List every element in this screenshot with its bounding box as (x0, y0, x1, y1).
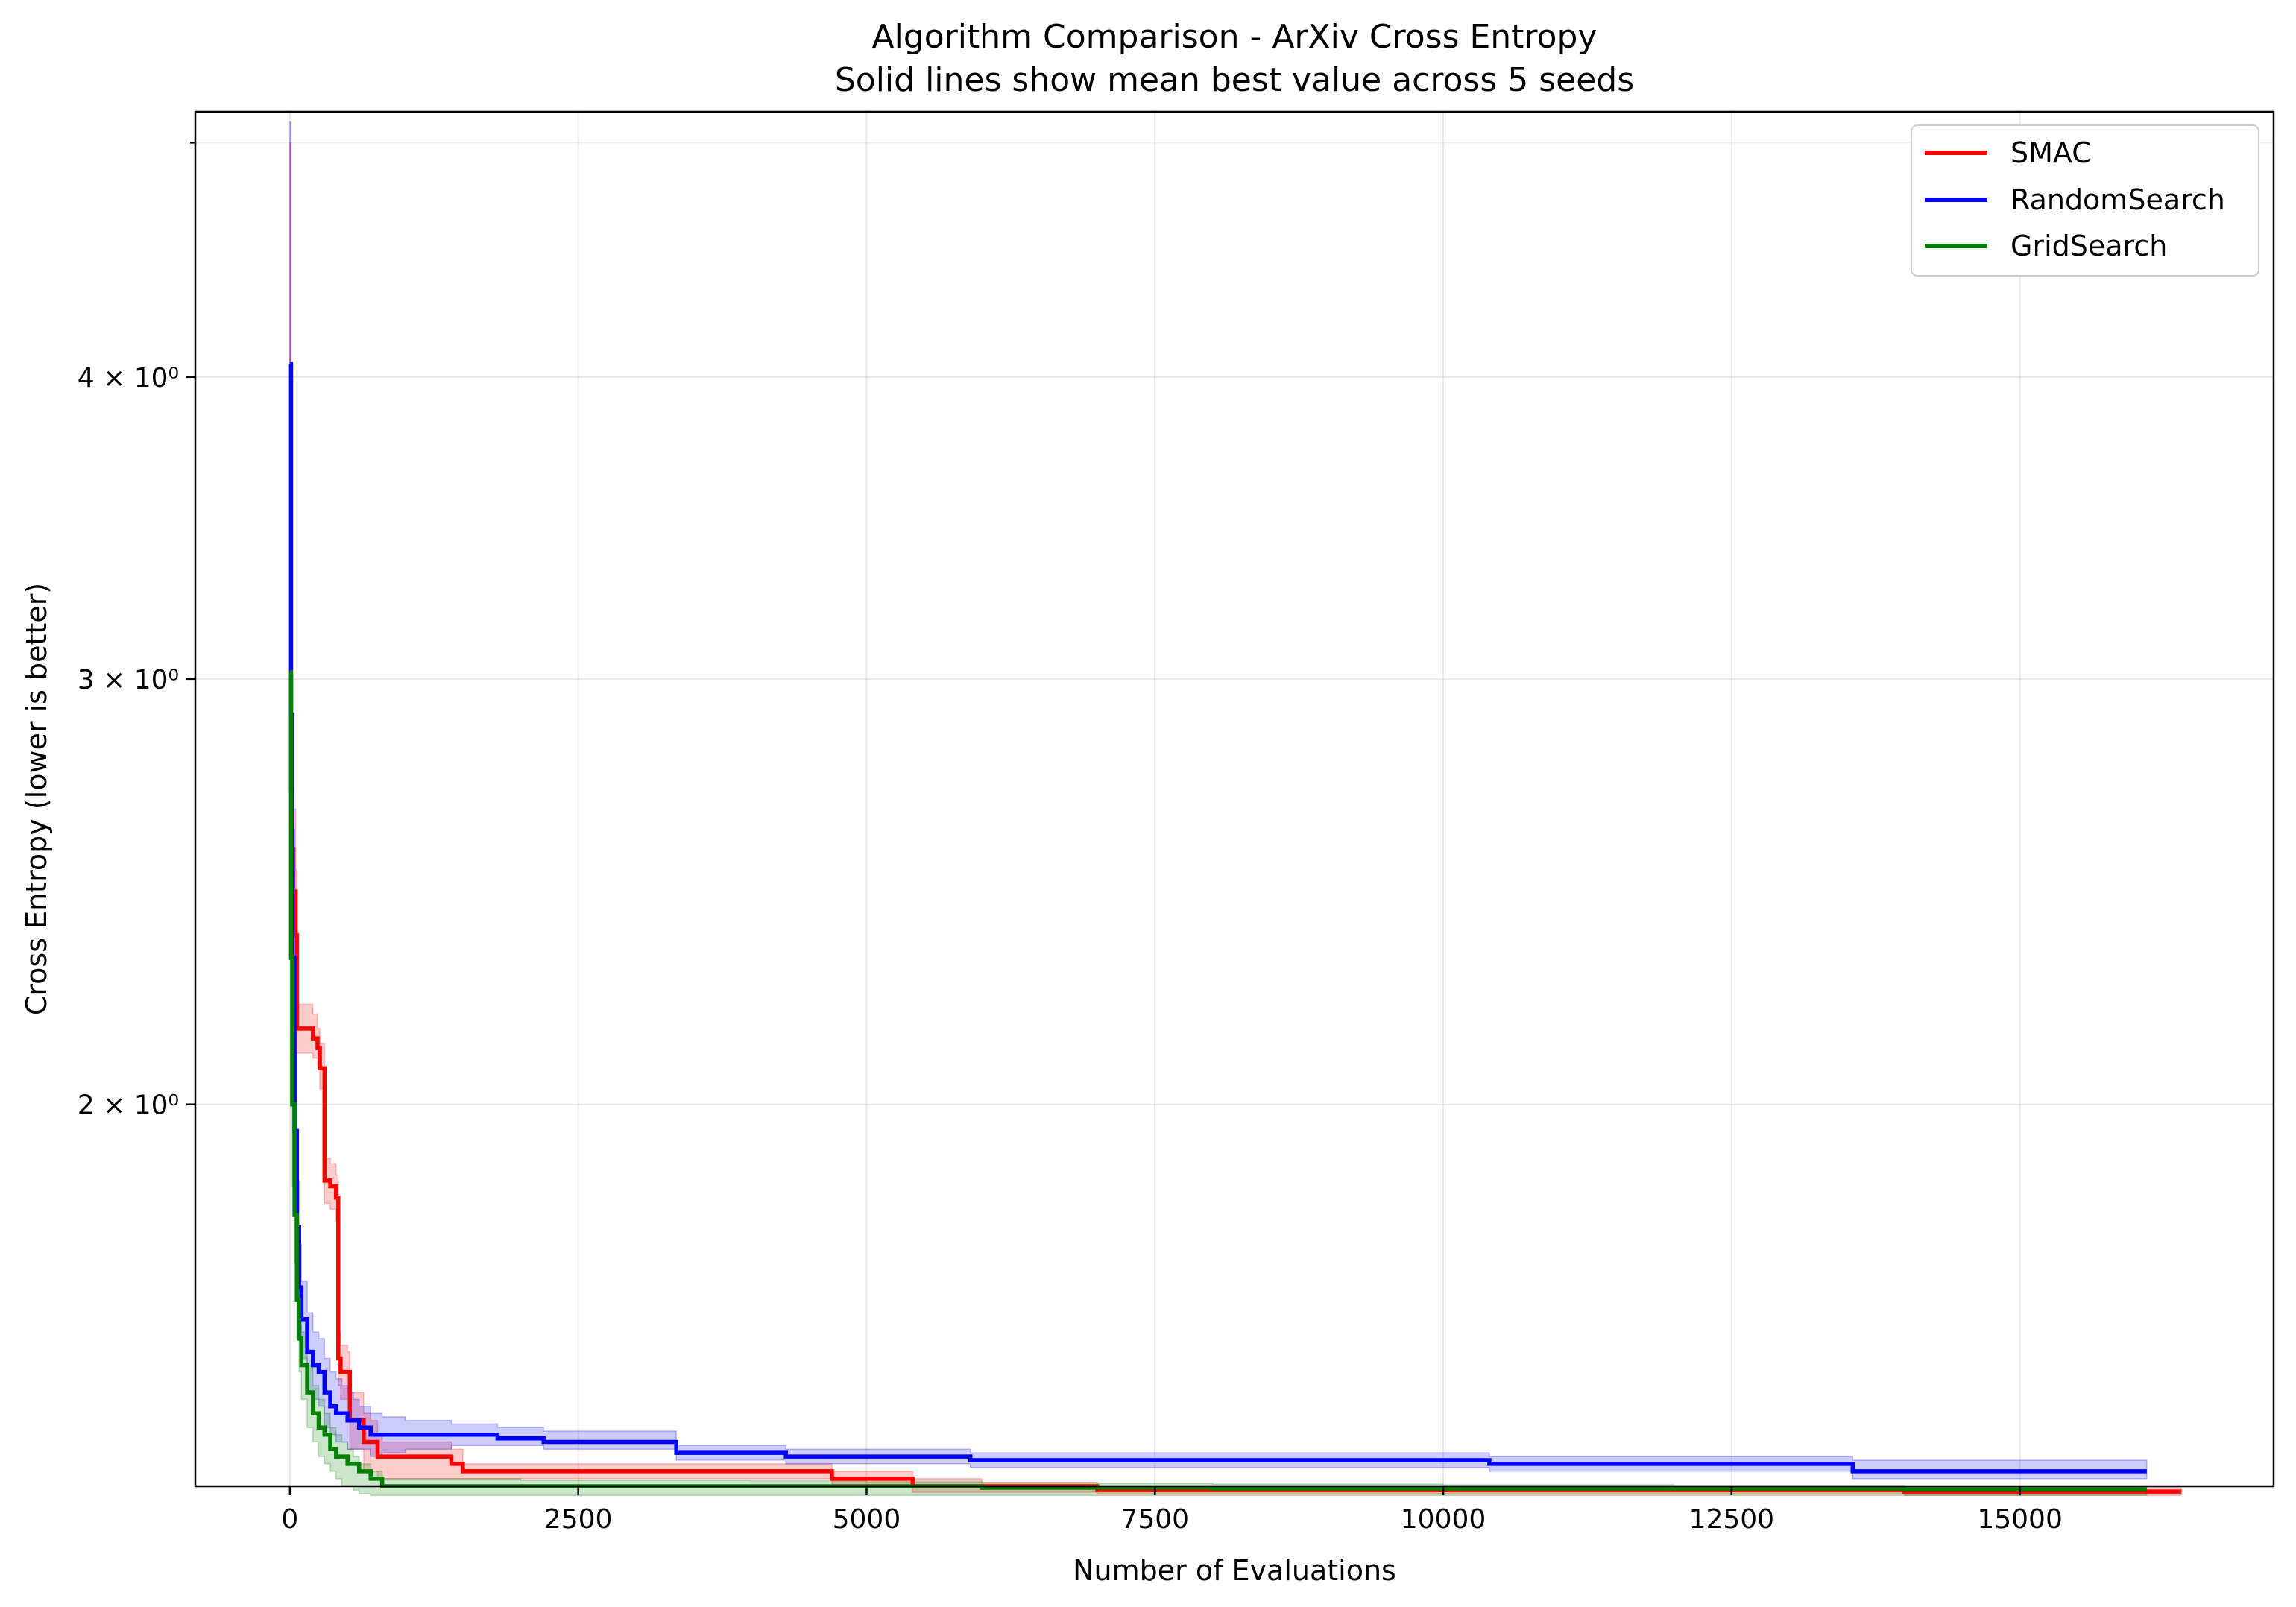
plot-area-frame (194, 110, 2275, 1488)
legend-label-gridsearch: GridSearch (2010, 230, 2167, 262)
band-randomsearch (289, 121, 2148, 1480)
x-tick-label: 15000 (1977, 1504, 2063, 1535)
series-line-randomsearch (288, 362, 2147, 1474)
legend: SMAC RandomSearch GridSearch (1911, 124, 2259, 277)
band-gridsearch (289, 660, 2148, 1496)
x-axis-ticks: 0 2500 5000 7500 10000 12500 15000 (281, 1486, 2063, 1535)
y-axis-ticks: 2 × 10⁰ 3 × 10⁰ 4 × 10⁰ (78, 142, 195, 1121)
legend-label-randomsearch: RandomSearch (2010, 183, 2225, 216)
x-tick-label: 7500 (1120, 1504, 1189, 1535)
chart-title: Algorithm Comparison - ArXiv Cross Entro… (872, 18, 1598, 56)
x-tick-label: 5000 (833, 1504, 901, 1535)
x-tick-label: 12500 (1689, 1504, 1775, 1535)
chart-subtitle: Solid lines show mean best value across … (835, 61, 1634, 99)
y-tick-label: 3 × 10⁰ (78, 665, 179, 695)
x-tick-label: 0 (281, 1504, 298, 1535)
x-tick-label: 10000 (1401, 1504, 1486, 1535)
series-line-gridsearch (288, 669, 2147, 1491)
y-axis-label: Cross Entropy (lower is better) (20, 583, 53, 1015)
x-axis-label: Number of Evaluations (1073, 1554, 1396, 1587)
y-tick-label: 2 × 10⁰ (78, 1090, 179, 1121)
legend-label-smac: SMAC (2010, 136, 2092, 169)
legend-box (1911, 124, 2259, 277)
x-tick-label: 2500 (544, 1504, 613, 1535)
y-tick-label: 4 × 10⁰ (78, 363, 179, 394)
